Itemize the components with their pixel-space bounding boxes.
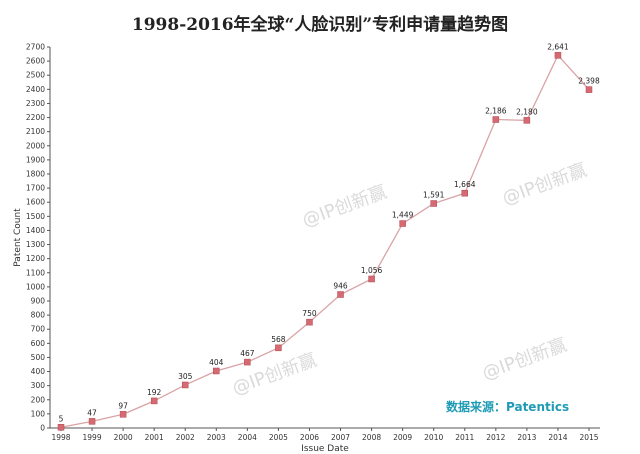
x-tick-label: 1999	[83, 433, 102, 442]
data-label: 467	[240, 349, 255, 358]
data-label: 2,186	[485, 107, 507, 116]
x-tick-label: 2002	[176, 433, 195, 442]
y-tick-label: 1700	[26, 184, 45, 193]
data-point	[57, 424, 65, 431]
y-tick-label: 300	[31, 381, 46, 390]
y-tick-label: 1400	[26, 226, 45, 235]
y-tick-label: 2000	[26, 141, 45, 150]
x-tick-label: 2005	[269, 433, 288, 442]
data-label: 97	[118, 401, 128, 410]
y-tick-label: 700	[31, 325, 46, 334]
y-tick-label: 2600	[26, 57, 45, 66]
data-point	[337, 291, 344, 298]
x-tick-label: 2010	[424, 433, 443, 442]
y-tick-label: 2200	[26, 113, 45, 122]
x-tick-label: 2007	[331, 433, 350, 442]
data-label: 1,449	[392, 211, 414, 220]
data-point	[213, 367, 220, 375]
data-point	[585, 86, 593, 93]
data-point	[399, 220, 406, 227]
data-label: 5	[59, 414, 64, 423]
data-point	[150, 397, 158, 405]
y-tick-label: 1500	[26, 212, 45, 221]
data-label: 1,664	[454, 180, 476, 189]
data-label: 946	[333, 282, 348, 291]
data-label: 2,398	[578, 77, 600, 86]
data-point	[306, 318, 313, 326]
data-label: 750	[302, 309, 317, 318]
data-point	[244, 358, 251, 366]
y-tick-label: 1300	[26, 240, 45, 249]
data-point	[275, 344, 282, 352]
data-label: 1,591	[423, 190, 445, 199]
series-line	[60, 54, 590, 428]
x-tick-label: 2012	[486, 433, 505, 442]
data-label: 305	[178, 372, 193, 381]
data-point	[119, 411, 127, 418]
y-tick-label: 2300	[26, 99, 45, 108]
x-tick-label: 2013	[517, 433, 536, 442]
data-point	[181, 381, 189, 389]
x-axis-label: Issue Date	[301, 444, 349, 454]
x-tick-label: 2008	[362, 433, 381, 442]
y-tick-label: 2400	[26, 85, 45, 94]
data-point	[523, 117, 531, 124]
y-tick-label: 900	[31, 297, 46, 306]
x-tick-label: 2011	[455, 433, 474, 442]
data-label: 47	[87, 408, 97, 417]
data-label: 192	[147, 388, 162, 397]
y-tick-label: 1600	[26, 198, 45, 207]
y-tick-label: 100	[31, 409, 46, 418]
data-point	[430, 200, 437, 207]
data-label: 404	[209, 358, 224, 367]
y-tick-label: 1000	[26, 282, 45, 291]
data-point	[88, 418, 96, 425]
data-label: 1,056	[361, 266, 383, 275]
x-tick-label: 2015	[579, 433, 598, 442]
y-tick-label: 600	[31, 339, 46, 348]
data-point	[492, 116, 500, 123]
data-source-label: 数据来源：Patentics	[446, 400, 570, 414]
x-tick-label: 2003	[207, 433, 226, 442]
x-tick-label: 2004	[238, 433, 257, 442]
y-tick-label: 1200	[26, 254, 45, 263]
y-tick-label: 1900	[26, 155, 45, 164]
data-point	[368, 275, 375, 283]
y-tick-label: 1100	[26, 268, 45, 277]
data-label: 2,180	[516, 107, 538, 116]
y-tick-label: 500	[31, 353, 46, 362]
data-label: 568	[271, 335, 286, 344]
y-axis-label: Patent Count	[13, 208, 23, 267]
data-point	[554, 52, 562, 59]
x-tick-label: 2001	[145, 433, 164, 442]
y-tick-label: 2100	[26, 127, 45, 136]
y-tick-label: 1800	[26, 170, 45, 179]
data-label: 2,641	[547, 42, 569, 51]
data-point	[461, 189, 469, 197]
x-tick-label: 1998	[51, 433, 70, 442]
y-tick-label: 200	[31, 395, 46, 404]
chart-title: 1998-2016年全球“人脸识别”专利申请量趋势图	[131, 15, 509, 35]
x-tick-label: 2009	[393, 433, 412, 442]
y-tick-label: 400	[31, 367, 46, 376]
x-tick-label: 2006	[300, 433, 319, 442]
y-tick-label: 2700	[26, 43, 45, 52]
y-tick-label: 2500	[26, 71, 45, 80]
y-tick-label: 800	[31, 311, 46, 320]
x-tick-label: 2014	[548, 433, 567, 442]
x-tick-label: 2000	[114, 433, 133, 442]
y-tick-label: 0	[40, 424, 45, 433]
